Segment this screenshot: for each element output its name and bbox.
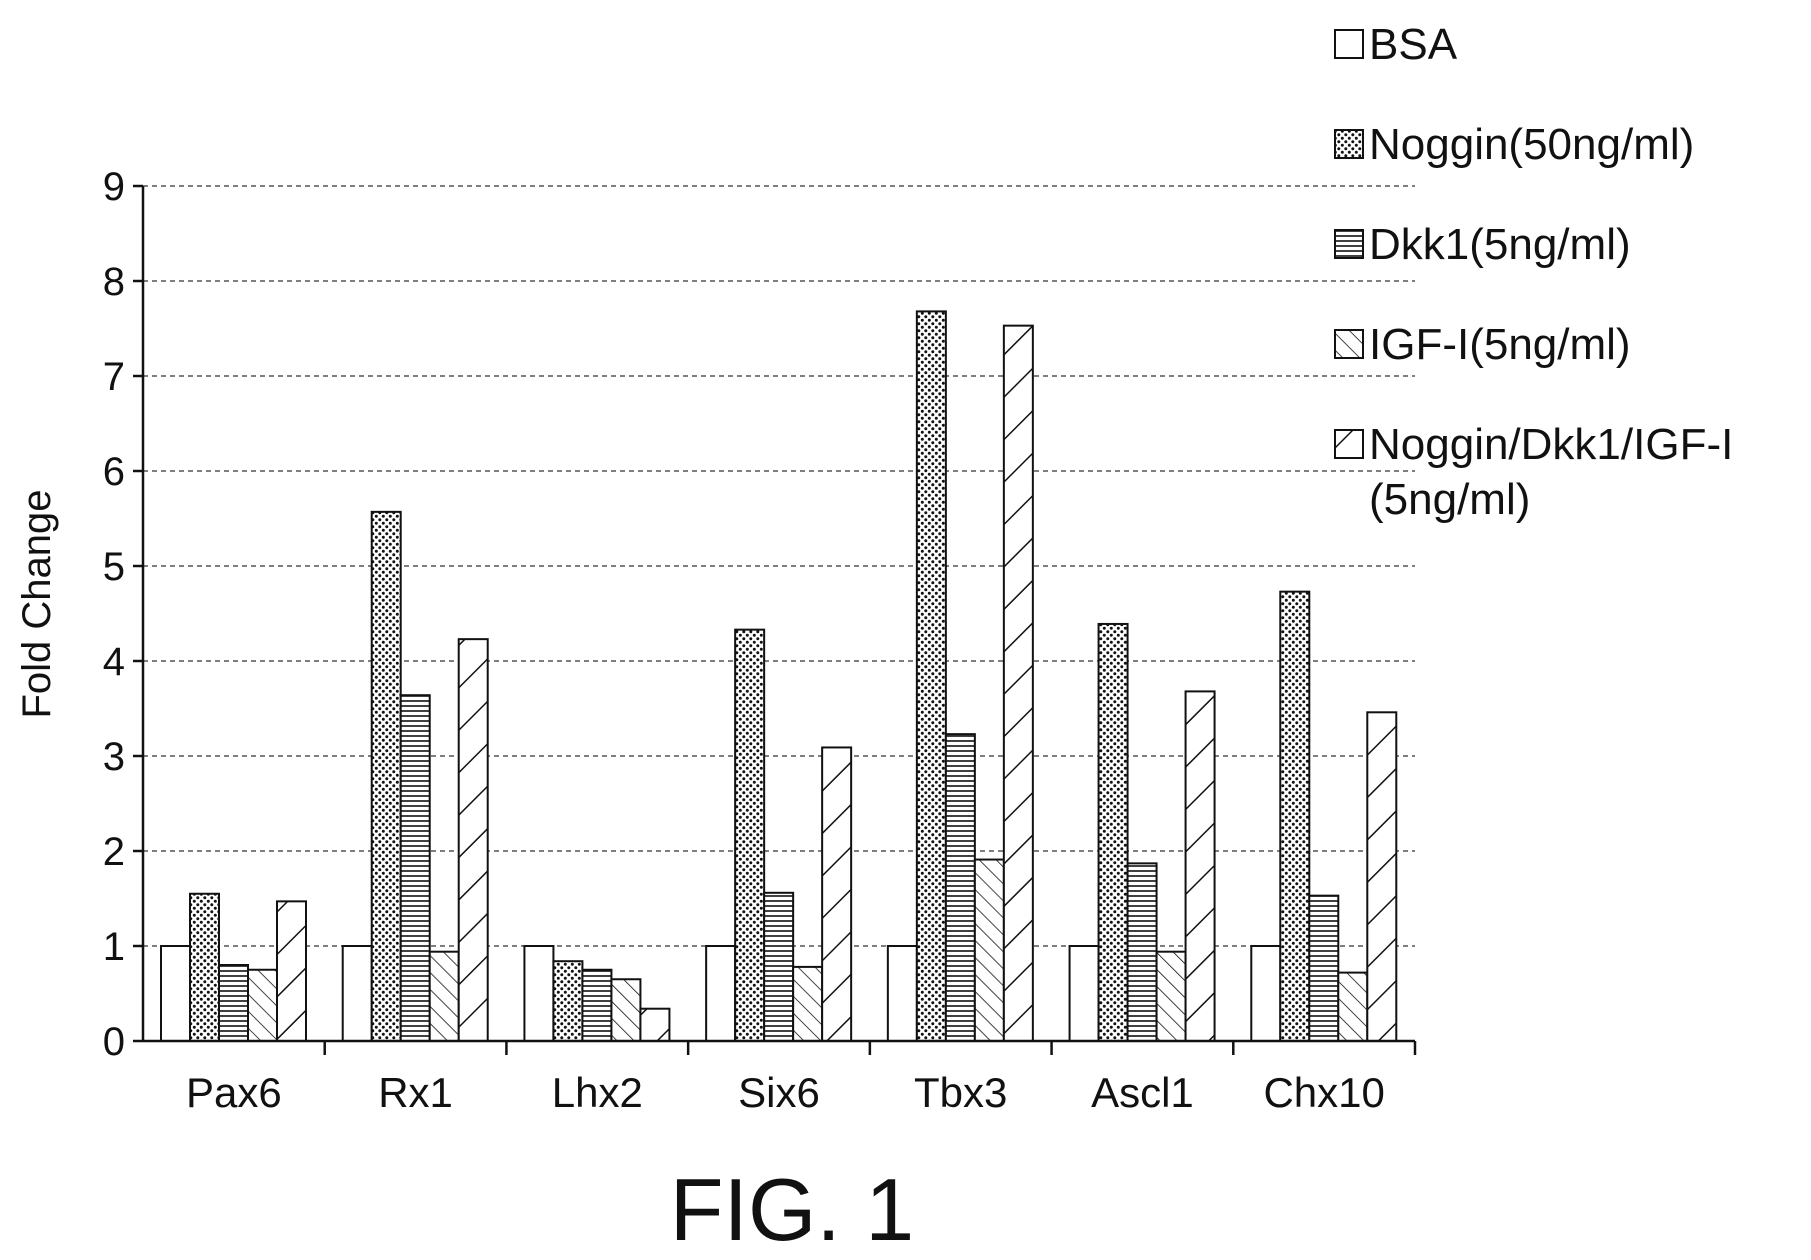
y-tick-label: 9: [103, 165, 125, 209]
bar-pax6-series-4: [247, 968, 278, 1042]
bar-tbx3-series-5: [1002, 324, 1034, 1042]
bar-lhx2-series-3: [581, 968, 613, 1042]
bar-ascl1-series-5: [1184, 690, 1216, 1043]
bar-chx10-series-3: [1308, 894, 1340, 1043]
bar-ascl1-series-4: [1155, 950, 1187, 1043]
legend-label: IGF-I(5ng/ml): [1369, 320, 1631, 369]
bar-lhx2-series-2: [552, 960, 584, 1043]
bar-six6-series-1: [705, 945, 737, 1042]
bar-chx10-series-4: [1337, 971, 1369, 1042]
bar-ascl1-series-2: [1097, 622, 1129, 1042]
bar-lhx2-series-5: [639, 1007, 671, 1043]
y-axis-title: Fold Change: [15, 489, 59, 718]
legend-label-line2: (5ng/ml): [1369, 475, 1530, 524]
bar-chx10-series-1: [1250, 945, 1282, 1042]
bar-pax6-series-2: [189, 892, 220, 1042]
bar-chx10-series-2: [1279, 590, 1311, 1043]
bar-chx10-series-5: [1366, 711, 1398, 1042]
legend-label: Noggin/Dkk1/IGF-I: [1369, 420, 1733, 469]
legend-swatch: [1334, 129, 1364, 159]
x-category-label: Rx1: [378, 1069, 453, 1116]
bar-ascl1-series-1: [1068, 945, 1100, 1042]
y-tick-label: 1: [103, 925, 125, 969]
y-tick-label: 3: [103, 735, 125, 779]
legend-label: Noggin(50ng/ml): [1369, 120, 1694, 169]
legend-swatch: [1334, 329, 1364, 359]
x-category-label: Ascl1: [1091, 1069, 1194, 1116]
legend-label: BSA: [1369, 20, 1458, 69]
bar-tbx3-series-2: [915, 310, 947, 1042]
bar-six6-series-3: [763, 891, 795, 1042]
y-tick-label: 8: [103, 260, 125, 304]
legend-swatch: [1334, 29, 1364, 59]
legend-swatch: [1334, 429, 1364, 459]
y-tick-label: 7: [103, 355, 125, 399]
bar-rx1-series-1: [341, 945, 373, 1042]
bar-ascl1-series-3: [1126, 862, 1158, 1042]
bar-lhx2-series-4: [610, 978, 642, 1042]
grid-lines: [143, 185, 1415, 947]
y-tick-label: 5: [103, 545, 125, 589]
legend-label: Dkk1(5ng/ml): [1369, 220, 1631, 269]
legend-swatch: [1334, 229, 1364, 259]
axes: 0 1 2 3 4 5 6 7 8 9 Pax6 Rx1 Lhx2 Six6 Tbx3 Ascl1 Chx10: [103, 165, 1417, 1116]
bar-rx1-series-3: [399, 694, 431, 1042]
x-category-label: Lhx2: [552, 1069, 643, 1116]
bar-tbx3-series-3: [944, 733, 976, 1043]
y-tick-label: 0: [103, 1020, 125, 1064]
x-category-label: Chx10: [1263, 1069, 1384, 1116]
figure-caption: FIG. 1: [670, 1160, 915, 1259]
bar-six6-series-5: [821, 746, 853, 1042]
bar-tbx3-series-4: [973, 858, 1005, 1042]
y-tick-label: 2: [103, 830, 125, 874]
x-category-label: Six6: [738, 1069, 820, 1116]
bar-lhx2-series-1: [523, 945, 555, 1042]
x-category-label: Pax6: [186, 1069, 282, 1116]
y-tick-label: 4: [103, 640, 125, 684]
bar-rx1-series-2: [370, 510, 402, 1043]
bar-six6-series-2: [734, 628, 766, 1043]
bar-pax6-series-1: [160, 945, 191, 1042]
bar-pax6-series-5: [276, 900, 307, 1042]
bar-six6-series-4: [792, 965, 824, 1043]
x-category-label: Tbx3: [914, 1069, 1007, 1116]
bar-tbx3-series-1: [886, 945, 918, 1042]
bar-pax6-series-3: [218, 964, 249, 1042]
bars: [160, 310, 1398, 1043]
bar-rx1-series-4: [428, 950, 460, 1043]
y-tick-label: 6: [103, 450, 125, 494]
legend: BSA Noggin(50ng/ml) Dkk1(5ng/ml) IGF-I(5ng/…: [1334, 20, 1733, 524]
bar-rx1-series-5: [457, 638, 489, 1043]
